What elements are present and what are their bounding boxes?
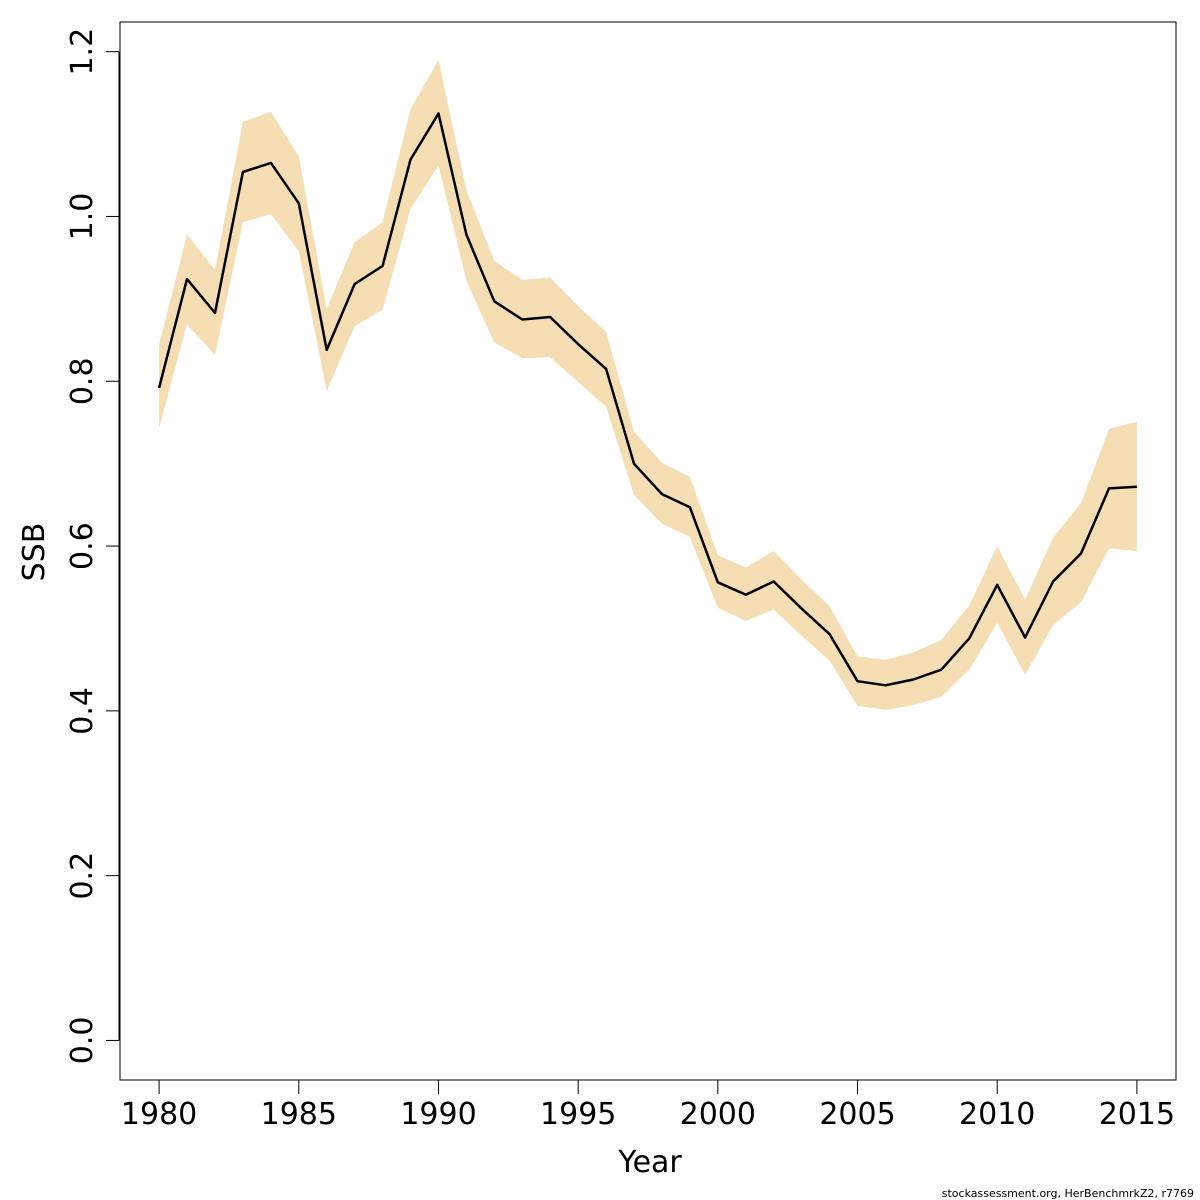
y-tick-label: 1.2 [65, 28, 100, 76]
confidence-band [159, 59, 1137, 710]
ssb-series-line [157, 112, 1137, 687]
x-tick-label: 2010 [959, 1097, 1035, 1132]
x-axis: 1980 1985 1990 1995 2000 2005 2010 2015 [121, 1079, 1175, 1132]
y-tick-label: 0.0 [65, 1017, 100, 1065]
y-tick-label: 0.6 [65, 522, 100, 570]
x-tick-label: 1985 [261, 1097, 337, 1132]
y-tick-label: 1.0 [65, 193, 100, 241]
x-tick-label: 2015 [1099, 1097, 1175, 1132]
y-tick-label: 0.2 [65, 852, 100, 900]
footnote: stockassessment.org, HerBenchmrkZ2, r776… [942, 1187, 1194, 1200]
x-tick-label: 2000 [680, 1097, 756, 1132]
y-tick-label: 0.4 [65, 687, 100, 735]
y-axis-title: SSB [17, 523, 52, 582]
x-axis-title: Year [617, 1145, 682, 1180]
x-tick-label: 1980 [121, 1097, 197, 1132]
y-tick-label: 0.8 [65, 357, 100, 405]
confidence-band-layer [159, 59, 1137, 710]
x-tick-label: 1995 [540, 1097, 616, 1132]
ssb-line-layer [157, 112, 1137, 687]
x-tick-label: 2005 [819, 1097, 895, 1132]
x-tick-label: 1990 [400, 1097, 476, 1132]
y-axis: 0.0 0.2 0.4 0.6 0.8 1.0 1.2 [65, 28, 120, 1065]
